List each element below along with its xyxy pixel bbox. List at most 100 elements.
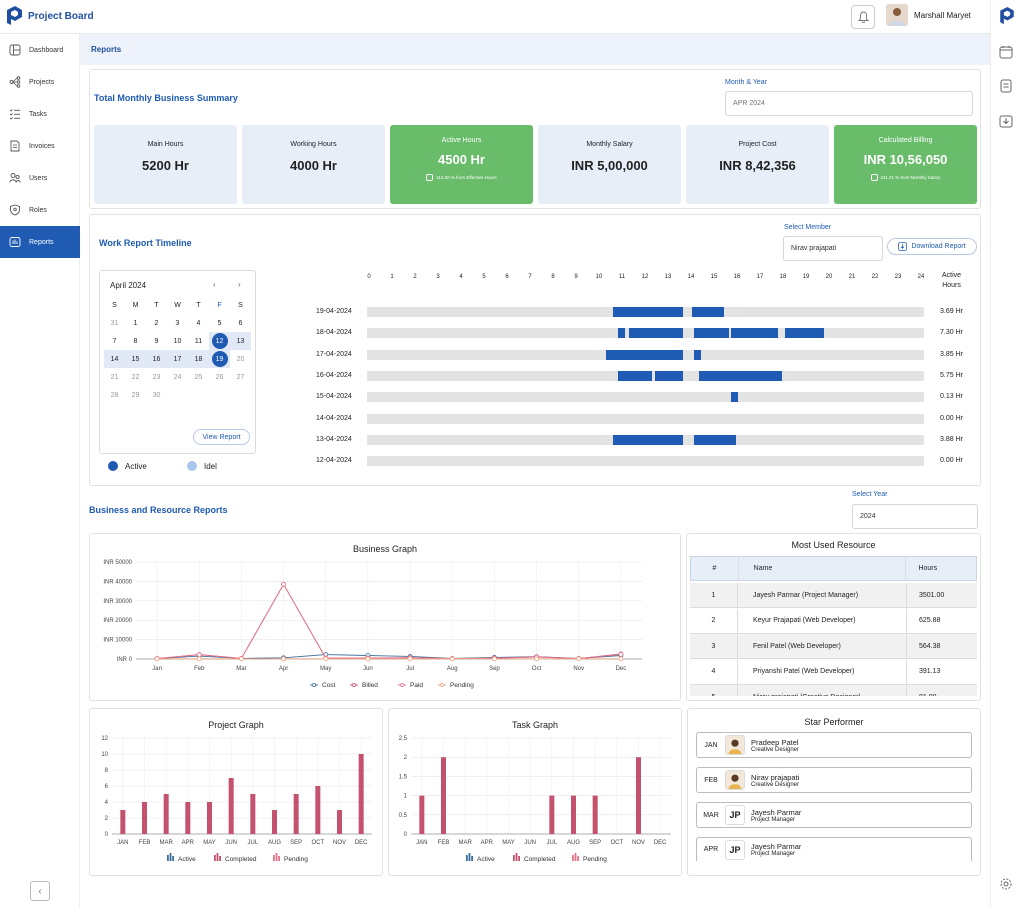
timeline-active-segment[interactable]: [654, 370, 683, 381]
data-point[interactable]: [618, 651, 624, 657]
calendar-day[interactable]: 19: [209, 350, 230, 368]
calendar-day[interactable]: 30: [152, 391, 161, 399]
calendar-icon[interactable]: [999, 45, 1013, 59]
bar[interactable]: [592, 795, 598, 834]
timeline-active-segment[interactable]: [694, 328, 730, 339]
data-point[interactable]: [449, 656, 455, 662]
calendar-day[interactable]: 3: [175, 319, 180, 327]
data-point[interactable]: [407, 656, 413, 662]
legend-item[interactable]: Completed: [214, 853, 257, 863]
legend-item[interactable]: Active: [466, 853, 495, 863]
calendar-day[interactable]: 10: [173, 337, 182, 345]
calendar-day[interactable]: 14: [104, 350, 125, 368]
calendar-day[interactable]: 13: [230, 332, 251, 350]
calendar-day[interactable]: 7: [112, 337, 117, 345]
bar[interactable]: [120, 810, 126, 834]
calendar-day[interactable]: 20: [236, 355, 245, 363]
table-row[interactable]: 3 Fenil Patel (Web Developer) 564.38: [690, 634, 977, 659]
star-performer-item[interactable]: JAN Pradeep Patel Creative Designer: [696, 732, 972, 758]
calendar-day[interactable]: 24: [173, 373, 182, 381]
legend-label[interactable]: Billed: [362, 682, 378, 689]
bar[interactable]: [142, 802, 147, 834]
timeline-active-segment[interactable]: [784, 328, 825, 339]
calendar-day[interactable]: 2: [154, 319, 159, 327]
legend-label[interactable]: Pending: [450, 682, 474, 689]
data-point[interactable]: [492, 656, 497, 662]
data-point[interactable]: [281, 581, 286, 587]
star-performer-item[interactable]: MAR JP Jayesh Parmar Project Manager: [696, 802, 972, 828]
calendar-day[interactable]: 27: [236, 373, 245, 381]
bar[interactable]: [163, 794, 169, 834]
data-point[interactable]: [196, 656, 202, 662]
bar[interactable]: [207, 802, 212, 834]
calendar-day[interactable]: 28: [110, 391, 119, 399]
sidebar-item-dashboard[interactable]: Dashboard: [0, 34, 80, 66]
sidebar-item-invoices[interactable]: Invoices: [0, 130, 80, 162]
data-point[interactable]: [154, 656, 160, 662]
data-point[interactable]: [239, 656, 244, 662]
bar[interactable]: [250, 794, 256, 834]
notification-button[interactable]: [851, 5, 875, 29]
sidebar-item-users[interactable]: Users: [0, 162, 80, 194]
calendar-day[interactable]: 17: [167, 350, 188, 368]
timeline-active-segment[interactable]: [613, 307, 683, 317]
calendar-day[interactable]: 18: [188, 350, 209, 368]
sidebar-item-projects[interactable]: Projects: [0, 66, 80, 98]
table-row[interactable]: 5Nirav prajapati (Creative Designer)81.0…: [690, 685, 977, 696]
timeline-active-segment[interactable]: [694, 349, 702, 360]
bar[interactable]: [636, 757, 641, 834]
timeline-active-segment[interactable]: [691, 307, 725, 317]
user-menu[interactable]: Marshall Maryet: [886, 4, 971, 26]
data-point[interactable]: [365, 656, 371, 662]
table-row[interactable]: 1 Jayesh Parmar (Project Manager) 3501.00: [690, 583, 977, 608]
member-select[interactable]: Nirav prajapati: [783, 236, 883, 261]
sidebar-item-roles[interactable]: Roles: [0, 194, 80, 226]
sidebar-item-reports[interactable]: Reports: [0, 226, 80, 258]
view-report-button[interactable]: View Report: [193, 429, 250, 445]
bar[interactable]: [293, 794, 299, 834]
calendar-day[interactable]: 11: [194, 337, 203, 345]
rail-logo-icon[interactable]: [999, 7, 1015, 25]
download-report-button[interactable]: Download Report: [887, 238, 977, 255]
timeline-active-segment[interactable]: [617, 328, 625, 339]
year-select[interactable]: 2024: [852, 504, 978, 529]
month-year-input[interactable]: [725, 91, 973, 116]
bar[interactable]: [549, 795, 555, 834]
settings-gear-icon[interactable]: [999, 877, 1013, 891]
data-point[interactable]: [534, 656, 539, 662]
calendar-day[interactable]: 31: [110, 319, 119, 327]
timeline-active-segment[interactable]: [629, 328, 683, 339]
calendar-day[interactable]: 26: [215, 373, 224, 381]
timeline-active-segment[interactable]: [606, 349, 683, 360]
calendar-day[interactable]: 5: [217, 319, 222, 327]
legend-label[interactable]: Cost: [322, 682, 336, 689]
timeline-active-segment[interactable]: [617, 370, 653, 381]
calendar-day[interactable]: 1: [133, 319, 138, 327]
calendar-day[interactable]: 6: [238, 319, 243, 327]
bar[interactable]: [315, 786, 321, 834]
calendar-day[interactable]: 8: [133, 337, 138, 345]
calendar-prev-button[interactable]: ‹: [213, 280, 216, 289]
sidebar-item-tasks[interactable]: Tasks: [0, 98, 80, 130]
legend-item[interactable]: Pending: [572, 853, 607, 863]
star-performer-item[interactable]: APR JP Jayesh Parmar Project Manager: [696, 837, 972, 861]
calendar-day[interactable]: 4: [196, 319, 201, 327]
document-icon[interactable]: [999, 79, 1013, 93]
data-point[interactable]: [196, 652, 202, 658]
bar[interactable]: [185, 802, 191, 834]
calendar-day[interactable]: 22: [131, 373, 140, 381]
bar[interactable]: [272, 810, 277, 834]
calendar-day[interactable]: 9: [154, 337, 159, 345]
calendar-day[interactable]: 25: [194, 373, 203, 381]
table-row[interactable]: 4 Priyanshi Patel (Web Developer) 391.13: [690, 659, 977, 685]
data-point[interactable]: [576, 656, 582, 662]
bar[interactable]: [441, 757, 446, 834]
calendar-next-button[interactable]: ›: [238, 280, 241, 289]
calendar-day[interactable]: 12: [209, 332, 230, 350]
bar[interactable]: [228, 778, 234, 834]
data-point[interactable]: [618, 656, 624, 662]
data-point[interactable]: [323, 656, 329, 662]
timeline-active-segment[interactable]: [613, 434, 683, 445]
data-point[interactable]: [281, 656, 286, 662]
timeline-active-segment[interactable]: [731, 392, 739, 403]
